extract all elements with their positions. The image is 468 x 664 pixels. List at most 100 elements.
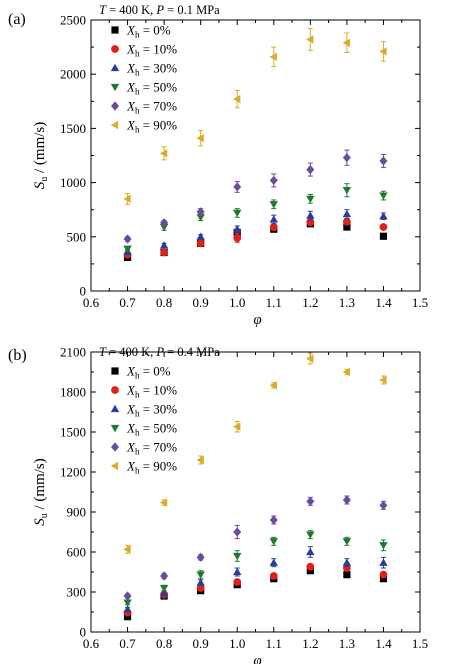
legend-marker — [111, 26, 119, 34]
data-point — [379, 570, 388, 579]
x-tick-label: 0.8 — [156, 636, 172, 651]
series-4 — [123, 149, 388, 244]
y-axis-label: Su / (mm/s) — [32, 122, 50, 190]
data-point — [269, 558, 278, 566]
data-point — [342, 38, 351, 47]
x-tick-label: 0.6 — [83, 636, 100, 651]
data-point — [233, 94, 241, 104]
legend-label: Xh = 90% — [126, 459, 177, 476]
data-point — [379, 156, 388, 166]
legend-marker — [110, 404, 120, 413]
data-point — [160, 248, 169, 257]
data-point — [306, 496, 315, 506]
data-point — [379, 500, 388, 510]
panel-condition: T = 400 K, P = 0.1 MPa — [99, 3, 220, 17]
data-point — [196, 232, 205, 240]
data-point — [159, 241, 169, 249]
panel-label: (a) — [8, 11, 26, 28]
data-point — [159, 223, 169, 232]
x-tick-label: 1.5 — [412, 636, 428, 651]
data-point — [269, 201, 278, 209]
data-point — [269, 572, 278, 580]
x-tick-label: 1.2 — [302, 295, 318, 310]
data-point — [306, 547, 315, 556]
data-point — [269, 515, 278, 525]
data-point — [269, 223, 278, 231]
data-point — [342, 564, 351, 572]
x-axis-label: φ — [253, 312, 261, 328]
legend-label: Xh = 70% — [126, 440, 177, 457]
legend: Xh = 0% Xh = 10% Xh = 30% Xh = 50% Xh = 70% X… — [110, 23, 177, 135]
data-point — [233, 567, 242, 576]
data-point — [379, 192, 388, 200]
legend-marker — [110, 83, 120, 92]
legend-label: Xh = 50% — [126, 421, 177, 438]
legend-label: Xh = 70% — [126, 99, 177, 116]
data-point — [160, 571, 169, 581]
y-tick-label: 1500 — [60, 425, 86, 440]
data-point — [342, 558, 352, 566]
data-point — [269, 538, 278, 546]
data-point — [379, 223, 388, 231]
legend-label: Xh = 0% — [126, 23, 171, 40]
data-point — [306, 562, 315, 571]
y-tick-label: 1200 — [60, 465, 86, 480]
data-point — [233, 527, 242, 537]
x-tick-label: 1.4 — [375, 636, 392, 651]
legend-label: Xh = 50% — [126, 80, 177, 97]
data-point — [379, 232, 388, 240]
x-tick-label: 1.5 — [412, 295, 428, 310]
data-point — [269, 215, 278, 223]
data-point — [306, 211, 315, 219]
x-tick-label: 0.9 — [193, 295, 209, 310]
data-point — [306, 164, 315, 175]
data-point — [196, 455, 204, 465]
data-point — [196, 584, 205, 592]
data-point — [196, 239, 205, 248]
y-tick-label: 2500 — [60, 13, 86, 28]
legend-marker — [111, 45, 119, 53]
data-point — [160, 218, 169, 228]
legend-label: Xh = 90% — [126, 118, 177, 135]
legend-marker — [110, 424, 120, 433]
data-point — [342, 367, 351, 377]
y-tick-label: 0 — [80, 625, 87, 640]
x-axis-label: φ — [253, 653, 261, 664]
data-point — [123, 605, 132, 613]
panel-label: (b) — [8, 347, 27, 364]
data-point — [306, 531, 315, 539]
data-point — [159, 149, 168, 158]
legend-label: Xh = 10% — [126, 383, 177, 400]
legend: Xh = 0% Xh = 10% Xh = 30% Xh = 50% Xh = 70% X… — [110, 364, 177, 476]
panel-a: 0.6 0.7 0.8 0.9 1.0 1.1 1.2 1.3 1.4 1.5 0 500 1000 15… — [8, 3, 428, 328]
data-point — [123, 245, 132, 253]
data-point — [306, 35, 314, 44]
data-point — [123, 234, 132, 244]
x-tick-label: 1.1 — [266, 295, 282, 310]
data-point — [196, 571, 205, 579]
x-tick-label: 0.6 — [83, 295, 100, 310]
y-tick-label: 600 — [67, 545, 87, 560]
x-tick-label: 0.7 — [119, 636, 136, 651]
x-tick-label: 1.0 — [229, 295, 245, 310]
legend-label: Xh = 0% — [126, 364, 171, 381]
data-point — [196, 578, 205, 586]
x-tick-label: 1.2 — [302, 636, 318, 651]
series-4 — [123, 495, 388, 601]
data-point — [306, 567, 314, 575]
data-point — [123, 545, 131, 554]
data-point — [159, 498, 168, 507]
data-point — [343, 223, 351, 231]
data-point — [269, 381, 277, 390]
y-tick-label: 2000 — [60, 67, 86, 82]
series-5 — [123, 352, 387, 554]
data-point — [233, 578, 242, 586]
legend-marker — [111, 442, 119, 452]
data-point — [196, 214, 205, 222]
x-tick-label: 1.3 — [339, 295, 355, 310]
panel-condition: T = 400 K, P = 0.4 MPa — [99, 345, 220, 359]
data-point — [123, 613, 132, 621]
data-point — [342, 538, 352, 546]
x-tick-label: 0.7 — [119, 295, 136, 310]
data-point — [342, 153, 351, 163]
